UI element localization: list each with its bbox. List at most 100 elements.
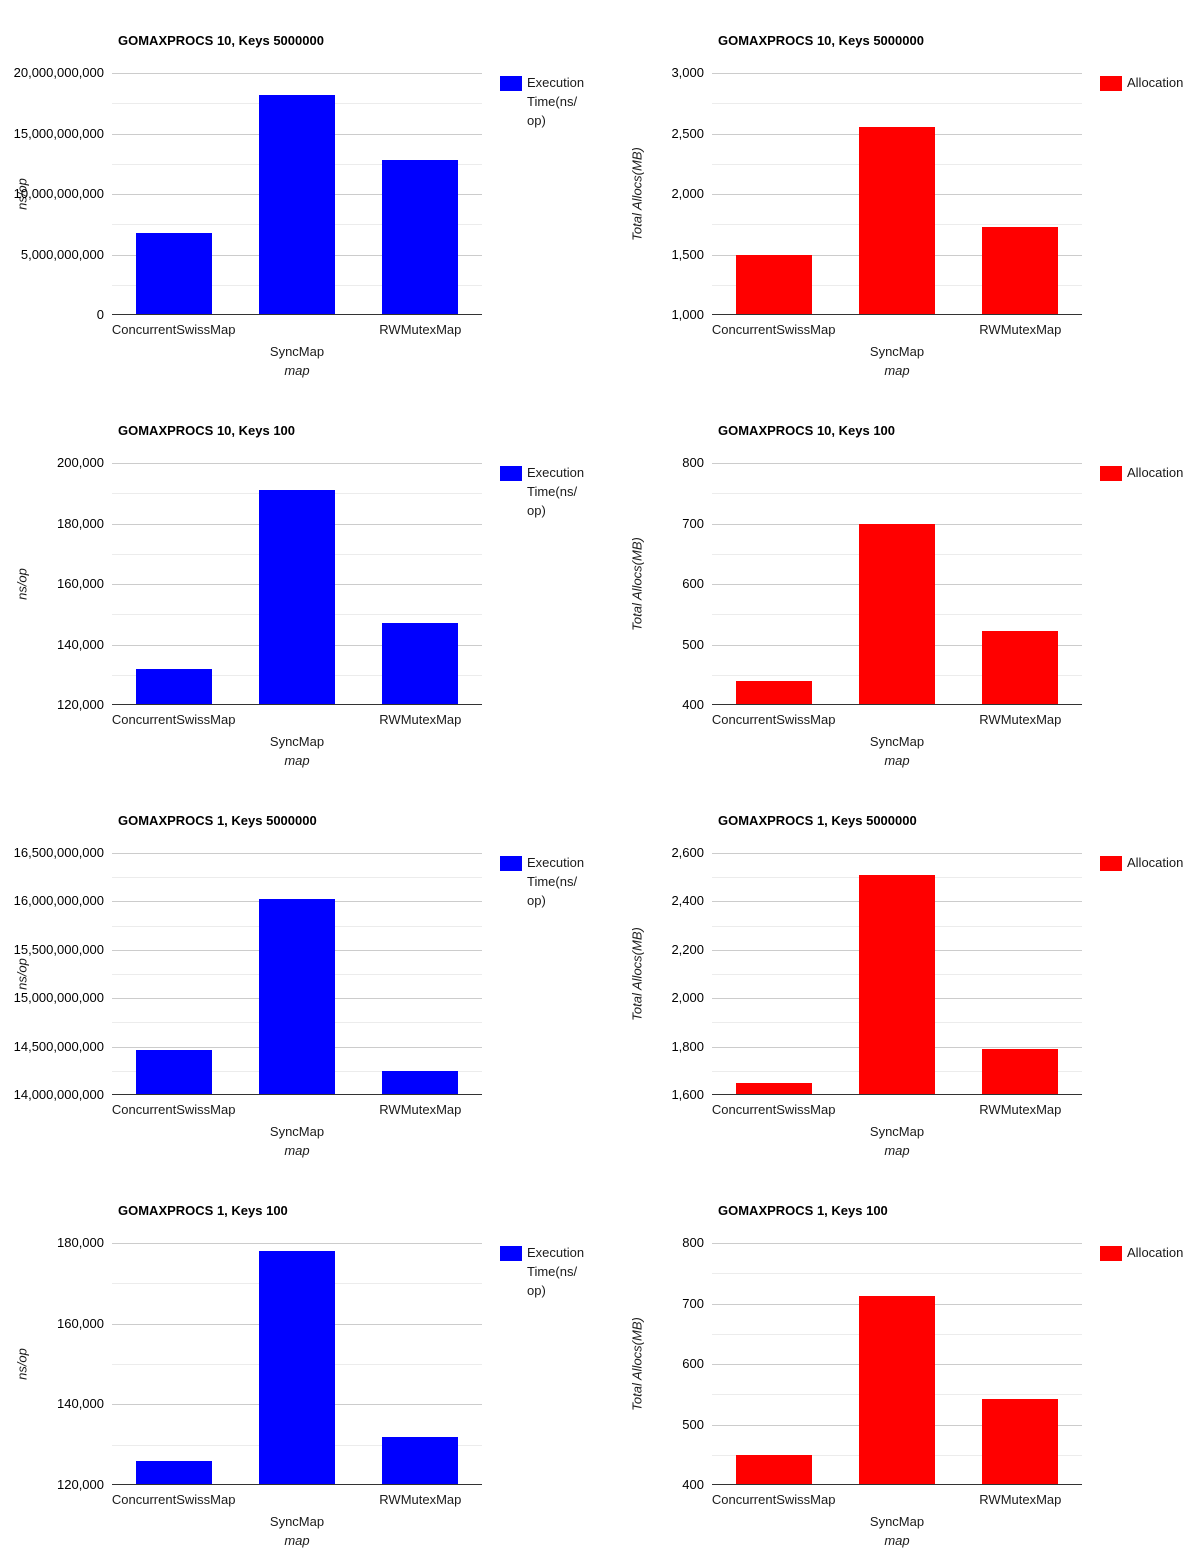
gridline-minor: [712, 493, 1082, 495]
bar-syncmap: [859, 523, 935, 705]
bar-syncmap: [859, 874, 935, 1095]
bar-rwmutexmap: [382, 160, 459, 315]
y-tick-label: 2,200: [671, 941, 704, 957]
bar-concurrentswissmap: [735, 1082, 812, 1095]
y-tick-label: 700: [682, 1295, 704, 1311]
chart-panel: GOMAXPROCS 1, Keys 5000000 ns/op map Exe…: [0, 780, 600, 1170]
y-tick-label: 16,000,000,000: [13, 893, 104, 909]
y-tick-label: 15,500,000,000: [13, 941, 104, 957]
chart-panel: GOMAXPROCS 10, Keys 5000000 ns/op map Ex…: [0, 0, 600, 390]
legend-swatch: [1100, 1246, 1122, 1261]
category-label: SyncMap: [869, 1124, 925, 1139]
legend-label-line: Execution: [527, 75, 585, 90]
category-label: SyncMap: [869, 1514, 925, 1529]
category-label: SyncMap: [869, 734, 925, 749]
bar-concurrentswissmap: [135, 1460, 212, 1485]
legend-label-line: Time(ns/: [527, 1264, 578, 1279]
category-label: SyncMap: [869, 344, 925, 359]
x-axis-title: map: [284, 753, 310, 768]
legend-label: Execution Time(ns/op): [527, 853, 584, 910]
plot-area: [112, 73, 482, 315]
bar-syncmap: [259, 1251, 335, 1485]
bar-concurrentswissmap: [135, 668, 212, 705]
legend-label-line: Execution: [527, 855, 585, 870]
chart-title: GOMAXPROCS 10, Keys 5000000: [118, 33, 324, 48]
bar-rwmutexmap: [982, 1049, 1059, 1095]
category-label: ConcurrentSwissMap: [111, 1492, 236, 1507]
legend-label-line: Allocation: [1127, 855, 1184, 870]
y-tick-label: 3,000: [671, 65, 704, 80]
gridline-major: [112, 853, 482, 854]
y-tick-label: 800: [682, 455, 704, 470]
bar-concurrentswissmap: [735, 1454, 812, 1485]
y-tick-label: 500: [682, 636, 704, 652]
bar-rwmutexmap: [982, 226, 1059, 315]
gridline-minor: [712, 103, 1082, 105]
y-tick-label: 1,600: [671, 1087, 704, 1102]
category-label: RWMutexMap: [379, 322, 462, 337]
plot-area: [112, 463, 482, 705]
y-tick-label: 2,400: [671, 893, 704, 909]
plot-area: [712, 73, 1082, 315]
category-label: ConcurrentSwissMap: [111, 712, 236, 727]
y-tick-label: 160,000: [57, 576, 104, 591]
y-tick-label: 600: [682, 1356, 704, 1371]
category-label: ConcurrentSwissMap: [111, 1102, 236, 1117]
legend-swatch: [500, 1246, 522, 1261]
gridline-major: [112, 1243, 482, 1244]
legend-label: Execution Time(ns/op): [527, 1243, 584, 1300]
y-tick-label: 1,000: [671, 307, 704, 322]
legend-label-line: Time(ns/: [527, 484, 578, 499]
chart-panel: GOMAXPROCS 1, Keys 100 ns/op map Executi…: [0, 1170, 600, 1560]
legend-label: Allocation: [1127, 853, 1183, 872]
chart-title: GOMAXPROCS 1, Keys 5000000: [718, 813, 917, 828]
chart-panel: GOMAXPROCS 10, Keys 100 Total Allocs(MB)…: [600, 390, 1200, 780]
legend-swatch: [500, 856, 522, 871]
y-tick-label: 700: [682, 515, 704, 531]
chart-panel: GOMAXPROCS 10, Keys 100 ns/op map Execut…: [0, 390, 600, 780]
category-label: RWMutexMap: [979, 712, 1062, 727]
y-tick-label: 2,000: [671, 186, 704, 201]
x-axis-baseline: [712, 704, 1082, 705]
legend-label-line: op): [527, 113, 546, 128]
bar-syncmap: [859, 1296, 935, 1485]
y-tick-label: 400: [682, 697, 704, 712]
y-tick-label: 120,000: [57, 1477, 104, 1492]
y-tick-label: 16,500,000,000: [13, 845, 104, 860]
y-tick-label: 20,000,000,000: [13, 65, 104, 80]
plot-area: [712, 1243, 1082, 1485]
chart-title: GOMAXPROCS 10, Keys 100: [718, 423, 896, 438]
y-tick-label: 160,000: [57, 1315, 104, 1331]
bar-syncmap: [259, 490, 335, 705]
y-tick-label: 2,000: [671, 990, 704, 1006]
category-label: ConcurrentSwissMap: [711, 1102, 836, 1117]
bar-rwmutexmap: [382, 1436, 459, 1485]
y-tick-label: 140,000: [57, 636, 104, 652]
category-label: ConcurrentSwissMap: [111, 322, 236, 337]
legend-swatch: [1100, 466, 1122, 481]
y-axis-title: ns/op: [14, 1348, 30, 1380]
category-label: RWMutexMap: [379, 1102, 462, 1117]
bar-rwmutexmap: [382, 1070, 459, 1095]
x-axis-baseline: [712, 314, 1082, 315]
plot-area: [712, 853, 1082, 1095]
legend-label-line: op): [527, 893, 546, 908]
x-axis-baseline: [112, 314, 482, 315]
x-axis-title: map: [284, 1533, 310, 1548]
y-tick-label: 180,000: [57, 1235, 104, 1250]
legend-swatch: [500, 76, 522, 91]
plot-area: [112, 1243, 482, 1485]
legend-label-line: Execution: [527, 465, 585, 480]
chart-title: GOMAXPROCS 1, Keys 100: [718, 1203, 888, 1218]
legend-swatch: [1100, 856, 1122, 871]
y-tick-label: 2,500: [671, 125, 704, 141]
legend-swatch: [1100, 76, 1122, 91]
x-axis-baseline: [712, 1484, 1082, 1485]
x-axis-baseline: [112, 1484, 482, 1485]
y-tick-label: 1,500: [671, 246, 704, 262]
x-axis-title: map: [284, 1143, 310, 1158]
x-axis-title: map: [884, 753, 910, 768]
category-label: SyncMap: [269, 344, 325, 359]
gridline-major: [112, 463, 482, 464]
y-tick-label: 120,000: [57, 697, 104, 712]
